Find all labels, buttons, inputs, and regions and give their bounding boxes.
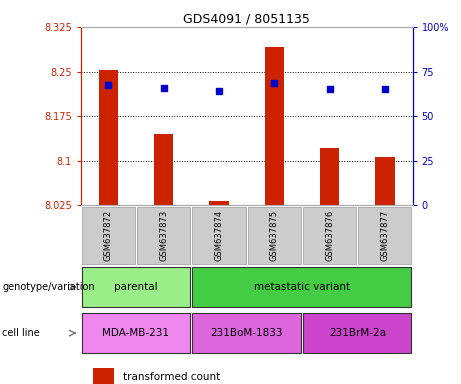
Text: GSM637874: GSM637874: [214, 210, 224, 261]
Text: 231BrM-2a: 231BrM-2a: [329, 328, 386, 338]
Point: [381, 86, 389, 93]
Text: 231BoM-1833: 231BoM-1833: [210, 328, 283, 338]
Bar: [358, 207, 412, 264]
Bar: [248, 207, 301, 264]
Text: GSM637876: GSM637876: [325, 210, 334, 261]
Bar: [82, 207, 135, 264]
Text: transformed count: transformed count: [123, 372, 220, 382]
Bar: [192, 207, 246, 264]
Bar: [93, 368, 114, 384]
Text: metastatic variant: metastatic variant: [254, 282, 350, 292]
Point: [326, 86, 333, 93]
Text: GSM637875: GSM637875: [270, 210, 279, 261]
Point: [215, 88, 223, 94]
Bar: [82, 267, 190, 307]
Bar: [99, 70, 118, 205]
Bar: [375, 157, 395, 205]
Bar: [320, 148, 339, 205]
Bar: [209, 201, 229, 205]
Bar: [192, 267, 412, 307]
Bar: [303, 313, 412, 353]
Point: [271, 80, 278, 86]
Point: [105, 81, 112, 88]
Text: genotype/variation: genotype/variation: [2, 282, 95, 292]
Text: GSM637877: GSM637877: [380, 210, 390, 261]
Bar: [137, 207, 190, 264]
Title: GDS4091 / 8051135: GDS4091 / 8051135: [183, 13, 310, 26]
Point: [160, 85, 167, 91]
Text: cell line: cell line: [2, 328, 40, 338]
Text: GSM637873: GSM637873: [159, 210, 168, 261]
Bar: [303, 207, 356, 264]
Bar: [265, 46, 284, 205]
Text: parental: parental: [114, 282, 158, 292]
Bar: [192, 313, 301, 353]
Text: MDA-MB-231: MDA-MB-231: [102, 328, 170, 338]
Text: GSM637872: GSM637872: [104, 210, 113, 261]
Bar: [82, 313, 190, 353]
Bar: [154, 134, 173, 205]
